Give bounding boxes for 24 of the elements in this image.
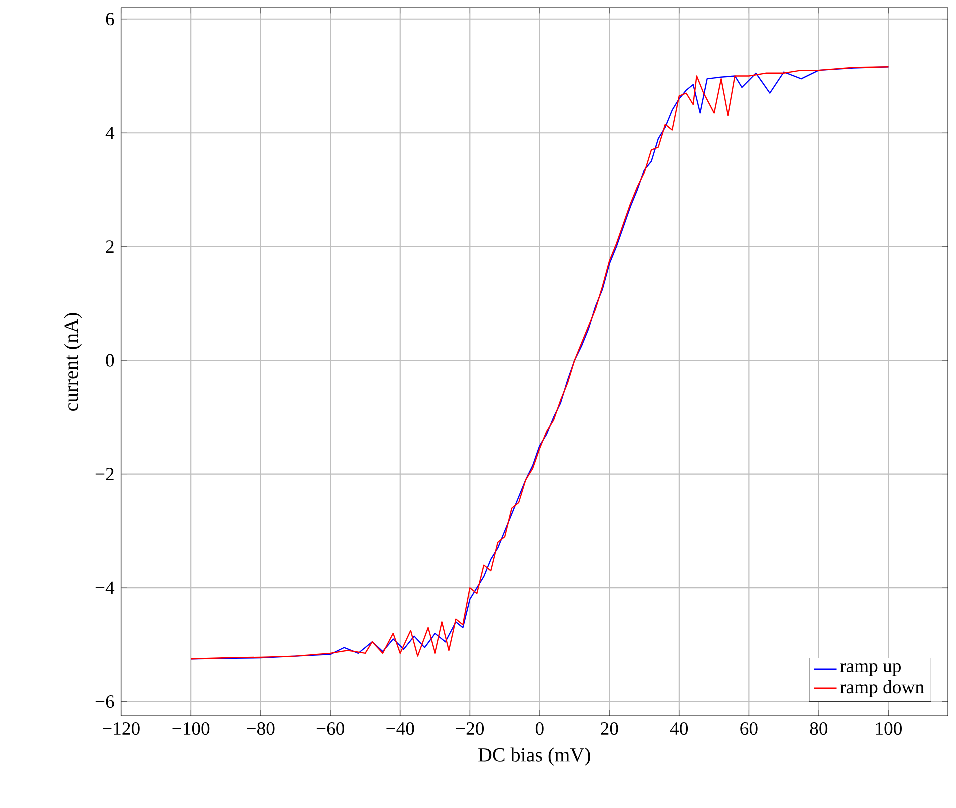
x-tick-label: −60 [316,722,344,736]
y-tick-label: 4 [106,126,115,140]
x-tick-label: −120 [102,722,140,736]
x-tick-label: −20 [456,722,484,736]
x-tick-label: −100 [172,722,210,736]
y-tick-label: 2 [106,240,114,254]
legend-label: ramp up [840,664,901,676]
x-tick-label: −40 [386,722,414,736]
y-tick-label: 0 [106,354,114,367]
y-axis-title: current (nA) [64,313,82,411]
x-tick-label: −80 [247,722,275,736]
line-series [190,66,890,660]
y-tick-label: −6 [96,696,114,708]
y-tick-label: −2 [96,468,114,480]
x-axis-title: DC bias (mV) [478,748,590,766]
x-tick-label: 40 [670,722,688,736]
y-tick-label: 6 [106,13,114,26]
x-tick-label: 0 [536,722,544,736]
x-tick-label: 100 [876,722,902,736]
x-tick-label: 60 [740,722,758,736]
y-tick-label: −4 [96,582,115,594]
legend-label: ramp down [840,680,924,698]
x-tick-label: 80 [810,722,828,736]
x-tick-label: 20 [601,722,618,736]
